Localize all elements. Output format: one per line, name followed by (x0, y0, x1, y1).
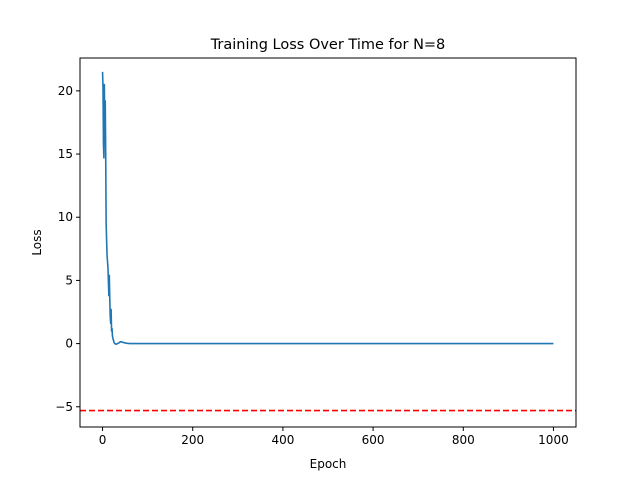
x-tick-label: 400 (271, 433, 294, 447)
y-tick-label: 20 (58, 84, 73, 98)
chart-title: Training Loss Over Time for N=8 (210, 37, 446, 53)
loss-series-line (101, 71, 554, 346)
y-tick-label: −5 (55, 400, 73, 414)
ticks-layer: 0 200 400 600 800 1000 −5 0 5 10 15 20 (55, 84, 568, 447)
axes-frame (79, 57, 577, 428)
plot-layer (80, 71, 576, 412)
x-tick-label: 0 (99, 433, 107, 447)
y-tick-label: 10 (58, 210, 73, 224)
x-tick-label: 600 (362, 433, 385, 447)
y-tick-label: 5 (65, 273, 73, 287)
x-tick-label: 200 (181, 433, 204, 447)
x-axis-label: Epoch (310, 457, 347, 471)
x-tick-label: 800 (452, 433, 475, 447)
x-tick-label: 1000 (538, 433, 569, 447)
y-tick-label: 0 (65, 337, 73, 351)
y-axis-label: Loss (30, 229, 44, 255)
y-tick-label: 15 (58, 147, 73, 161)
